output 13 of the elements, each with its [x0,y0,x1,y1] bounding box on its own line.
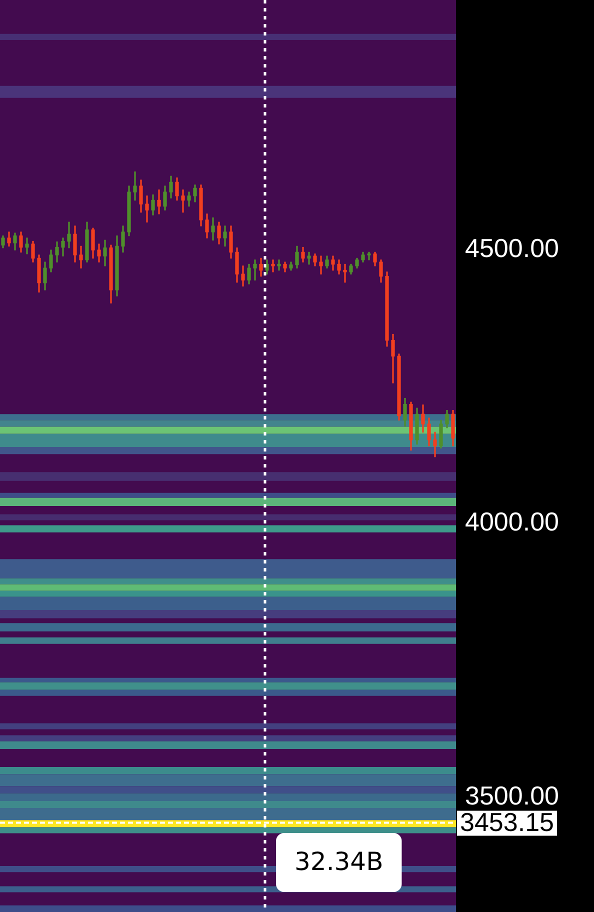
candlestick [307,252,311,265]
annotation: 32.34B [294,847,384,876]
candlestick [133,171,137,201]
candlestick [25,238,29,254]
candlestick [343,264,347,283]
candlestick [79,246,83,268]
y-tick-label: 4000.00 [465,506,559,537]
candlestick [271,260,275,272]
candlestick [319,256,323,274]
candlestick [253,260,257,280]
candlestick [277,260,281,271]
candlestick [181,190,185,213]
y-tick-label: 4500.00 [465,233,559,264]
